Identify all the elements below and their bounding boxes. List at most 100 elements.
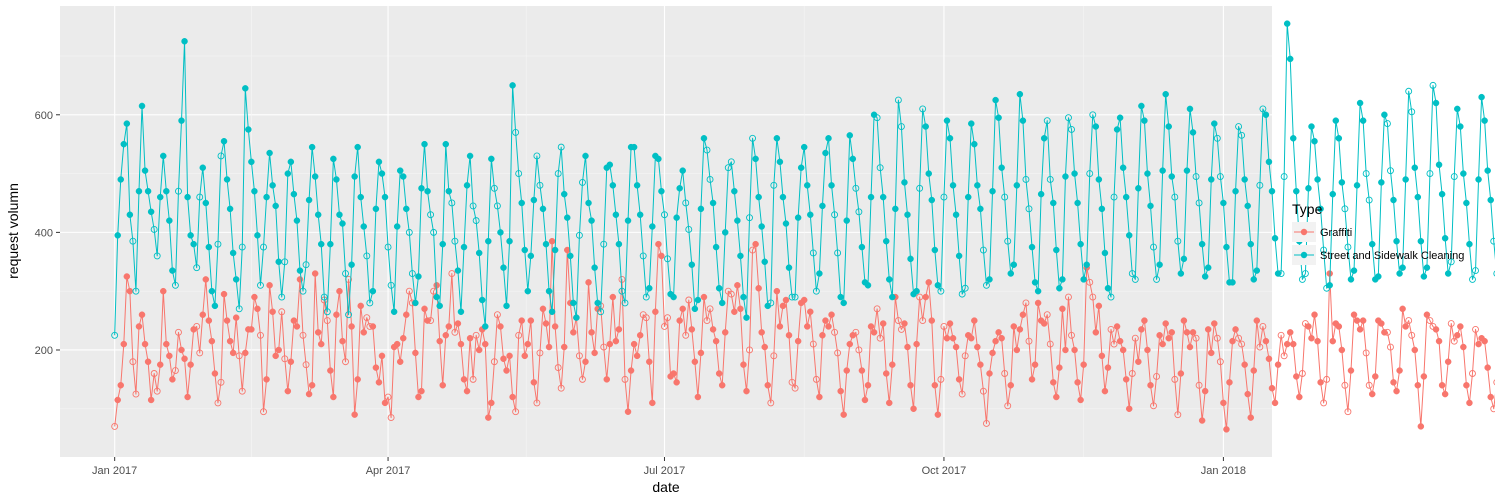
data-point bbox=[120, 340, 128, 348]
data-point bbox=[375, 158, 383, 166]
data-point bbox=[1195, 381, 1203, 389]
data-point bbox=[1216, 358, 1224, 366]
data-point bbox=[1381, 111, 1388, 119]
data-point bbox=[378, 352, 386, 360]
data-point bbox=[1208, 349, 1215, 357]
data-point bbox=[1372, 373, 1379, 380]
data-point bbox=[989, 187, 996, 195]
data-point bbox=[876, 164, 884, 172]
data-point bbox=[919, 105, 927, 113]
data-point bbox=[1326, 282, 1333, 289]
data-point bbox=[512, 408, 520, 416]
data-point bbox=[977, 361, 984, 368]
data-point bbox=[1046, 176, 1054, 183]
data-point bbox=[971, 140, 978, 148]
data-point bbox=[1116, 337, 1124, 345]
data-point bbox=[472, 217, 480, 225]
data-point bbox=[1444, 358, 1452, 365]
data-point bbox=[1177, 270, 1185, 277]
data-point bbox=[688, 326, 696, 333]
data-point bbox=[1092, 329, 1100, 336]
data-point bbox=[1426, 317, 1434, 325]
data-point bbox=[925, 279, 932, 286]
data-point bbox=[1174, 411, 1182, 419]
data-point bbox=[968, 120, 975, 127]
data-point bbox=[995, 114, 1002, 121]
data-point bbox=[1347, 367, 1355, 374]
data-point bbox=[485, 414, 492, 421]
data-point bbox=[1211, 120, 1218, 127]
data-point bbox=[1144, 170, 1151, 177]
data-point bbox=[1408, 331, 1416, 339]
data-point bbox=[314, 211, 322, 218]
data-point bbox=[1208, 176, 1215, 183]
data-point bbox=[904, 343, 911, 351]
data-point bbox=[773, 135, 781, 142]
data-point bbox=[260, 243, 267, 251]
data-point bbox=[299, 287, 307, 295]
data-point bbox=[114, 232, 121, 239]
data-point bbox=[1238, 340, 1246, 348]
data-point bbox=[673, 214, 680, 221]
data-point bbox=[907, 382, 914, 389]
data-point bbox=[475, 249, 483, 257]
data-point bbox=[211, 370, 219, 377]
data-point bbox=[403, 311, 410, 318]
data-point bbox=[518, 199, 525, 207]
data-point bbox=[141, 340, 149, 348]
data-point bbox=[846, 340, 854, 348]
data-point bbox=[1283, 340, 1291, 348]
data-point bbox=[1244, 390, 1251, 398]
data-point bbox=[1493, 270, 1495, 277]
data-point bbox=[955, 376, 963, 383]
data-point bbox=[129, 358, 137, 366]
data-point bbox=[114, 396, 121, 404]
data-point bbox=[1344, 408, 1352, 416]
data-point bbox=[1277, 331, 1285, 339]
data-point bbox=[1056, 364, 1063, 371]
data-point bbox=[855, 346, 863, 354]
data-point bbox=[317, 340, 325, 348]
data-point bbox=[1089, 293, 1097, 301]
data-point bbox=[460, 376, 468, 383]
data-point bbox=[381, 193, 389, 201]
data-point bbox=[530, 196, 538, 204]
data-point bbox=[202, 199, 210, 207]
data-point bbox=[1329, 190, 1336, 198]
data-point bbox=[493, 311, 501, 319]
data-point bbox=[879, 320, 887, 327]
data-point bbox=[336, 211, 343, 218]
data-point bbox=[606, 161, 614, 169]
x-tick-label: Jan 2017 bbox=[92, 465, 137, 477]
data-point bbox=[804, 182, 811, 189]
data-point bbox=[624, 217, 632, 224]
data-point bbox=[150, 225, 158, 233]
data-point bbox=[223, 176, 231, 183]
data-point bbox=[1068, 126, 1075, 133]
data-point bbox=[1402, 323, 1409, 330]
data-point bbox=[396, 358, 404, 365]
data-point bbox=[451, 237, 459, 245]
data-point bbox=[1484, 167, 1491, 174]
data-point bbox=[238, 243, 246, 251]
data-point bbox=[588, 329, 595, 336]
data-point bbox=[977, 205, 984, 213]
data-point bbox=[1463, 199, 1470, 207]
data-point bbox=[451, 328, 459, 336]
data-point bbox=[822, 149, 829, 157]
data-point bbox=[415, 273, 422, 280]
data-point bbox=[609, 293, 617, 301]
data-point bbox=[1013, 346, 1021, 354]
data-point bbox=[1362, 170, 1370, 178]
data-point bbox=[123, 273, 131, 280]
data-point bbox=[788, 378, 796, 386]
data-point bbox=[384, 243, 392, 251]
data-point bbox=[427, 211, 435, 219]
data-point bbox=[196, 349, 204, 357]
data-point bbox=[718, 299, 726, 307]
data-point bbox=[1092, 123, 1100, 130]
data-point bbox=[779, 302, 787, 310]
data-point bbox=[724, 164, 732, 172]
data-point bbox=[828, 311, 835, 318]
data-point bbox=[1250, 276, 1258, 283]
